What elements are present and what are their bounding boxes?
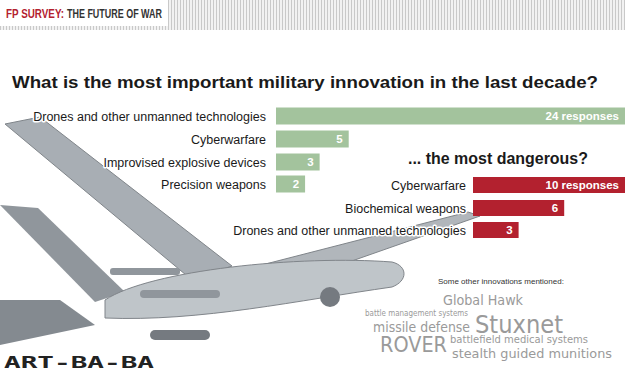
bar [276, 154, 320, 171]
header-label: FP SURVEY: [6, 7, 64, 21]
data-label: 5 [336, 133, 343, 145]
category-label: Cyberwarfare [191, 133, 266, 147]
word-cloud-title: Some other innovations mentioned: [438, 277, 564, 286]
header-band [0, 0, 625, 30]
data-label: 3 [307, 156, 313, 168]
bar-chart: ... the most dangerous? Cyberwarfare 10 re… [233, 149, 625, 238]
drone-missile [140, 290, 220, 298]
bar [473, 222, 519, 238]
bar [473, 177, 625, 193]
category-label: Cyberwarfare [391, 179, 466, 193]
word-cloud: Some other innovations mentioned: Global … [365, 277, 612, 361]
drone-sensor [320, 287, 340, 307]
infographic: FP SURVEY:THE FUTURE OF WAR What is the m… [0, 0, 625, 375]
chart-title: ... the most dangerous? [408, 149, 588, 168]
category-label: Drones and other unmanned technologies [233, 224, 466, 238]
bar-chart: What is the most important military inno… [12, 73, 625, 193]
word: Global Hawk [443, 292, 524, 308]
category-label: Biochemical weapons [345, 202, 466, 216]
bar [276, 176, 305, 193]
category-label: Precision weapons [161, 178, 266, 192]
labels: Cyberwarfare 10 responses Biochemical weap… [233, 179, 619, 238]
data-label: 3 [506, 224, 512, 236]
header-box [0, 0, 168, 26]
word: stealth guided munitions [452, 346, 612, 361]
data-label: 10 responses [545, 179, 619, 191]
drone-tail [0, 205, 125, 302]
data-label: 6 [552, 202, 558, 214]
category-label: Improvised explosive devices [103, 156, 266, 170]
bars [473, 177, 625, 238]
bar [276, 131, 349, 148]
header-title: THE FUTURE OF WAR [67, 7, 162, 21]
bar [473, 200, 564, 216]
word: battlefield medical systems [450, 333, 588, 346]
word: battle management systems [365, 309, 468, 318]
data-label: 24 responses [545, 110, 619, 122]
watermark: ART-BA-BA [4, 354, 154, 372]
drone-pod [150, 330, 210, 340]
bars [276, 108, 625, 193]
chart-title: What is the most important military inno… [12, 73, 598, 92]
data-label: 2 [293, 178, 299, 190]
bar [276, 108, 625, 125]
background [0, 0, 625, 375]
drone-tail-lower [0, 300, 95, 345]
drone-missile [110, 268, 180, 275]
category-label: Drones and other unmanned technologies [33, 110, 266, 124]
drone-fuselage [105, 260, 404, 318]
word: ROVER [380, 333, 447, 357]
